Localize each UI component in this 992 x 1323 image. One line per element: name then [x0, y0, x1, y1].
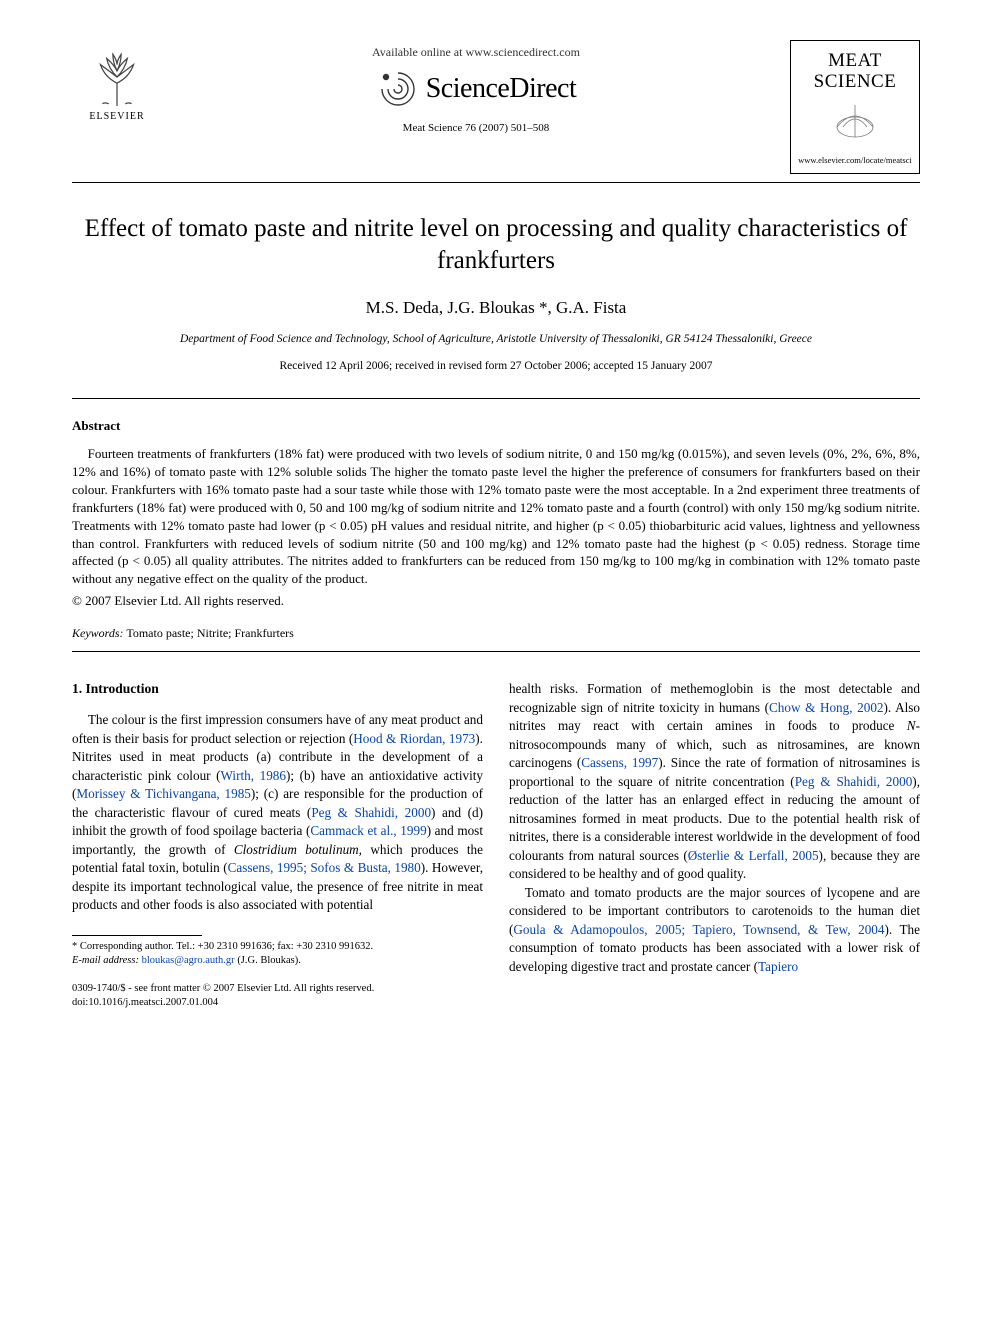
email-label: E-mail address:	[72, 955, 139, 966]
citation-link[interactable]: Cassens, 1995; Sofos & Busta, 1980	[228, 860, 421, 875]
citation-link[interactable]: Østerlie & Lerfall, 2005	[688, 848, 819, 863]
citation-link[interactable]: Wirth, 1986	[221, 768, 286, 783]
journal-name: MEAT SCIENCE	[797, 51, 913, 93]
footnote-rule	[72, 935, 202, 936]
corresponding-author-footnote: * Corresponding author. Tel.: +30 2310 9…	[72, 940, 483, 968]
citation-link[interactable]: Peg & Shahidi, 2000	[311, 805, 431, 820]
journal-name-line2: SCIENCE	[814, 71, 897, 92]
front-matter-line: 0309-1740/$ - see front matter © 2007 El…	[72, 982, 483, 996]
center-header: Available online at www.sciencedirect.co…	[162, 40, 790, 136]
citation-link[interactable]: Goula & Adamopoulos, 2005; Tapiero, Town…	[513, 922, 884, 937]
header-rule	[72, 182, 920, 183]
abstract-body: Fourteen treatments of frankfurters (18%…	[72, 445, 920, 589]
citation-link[interactable]: Hood & Riordan, 1973	[353, 731, 475, 746]
body-columns: 1. Introduction The colour is the first …	[72, 680, 920, 1010]
corr-email-line: E-mail address: bloukas@agro.auth.gr (J.…	[72, 954, 483, 968]
abstract-bottom-rule	[72, 651, 920, 652]
intro-paragraph-2: Tomato and tomato products are the major…	[509, 884, 920, 976]
intro-heading: 1. Introduction	[72, 680, 483, 699]
available-online-text: Available online at www.sciencedirect.co…	[162, 44, 790, 61]
authors: M.S. Deda, J.G. Bloukas *, G.A. Fista	[72, 296, 920, 320]
intro-paragraph-1: The colour is the first impression consu…	[72, 711, 483, 914]
left-column: 1. Introduction The colour is the first …	[72, 680, 483, 1010]
doi-line: doi:10.1016/j.meatsci.2007.01.004	[72, 996, 483, 1010]
citation-link[interactable]: Peg & Shahidi, 2000	[795, 774, 913, 789]
publisher-logo-block: ELSEVIER	[72, 40, 162, 124]
corr-author-line: * Corresponding author. Tel.: +30 2310 9…	[72, 940, 483, 954]
journal-cover-art-icon	[825, 97, 885, 145]
abstract-top-rule	[72, 398, 920, 399]
intro-paragraph-1-cont: health risks. Formation of methemoglobin…	[509, 680, 920, 883]
right-column: health risks. Formation of methemoglobin…	[509, 680, 920, 1010]
citation-link[interactable]: Chow & Hong, 2002	[769, 700, 884, 715]
email-who: (J.G. Bloukas).	[237, 955, 301, 966]
sciencedirect-logo: ScienceDirect	[162, 67, 790, 111]
elsevier-tree-icon	[86, 46, 148, 108]
doi-block: 0309-1740/$ - see front matter © 2007 El…	[72, 982, 483, 1010]
citation-link[interactable]: Cassens, 1997	[581, 755, 658, 770]
italic-term: N	[907, 718, 916, 733]
citation-link[interactable]: Tapiero	[758, 959, 798, 974]
keywords-line: Keywords: Tomato paste; Nitrite; Frankfu…	[72, 625, 920, 642]
abstract-heading: Abstract	[72, 417, 920, 435]
citation-link[interactable]: Morissey & Tichivangana, 1985	[76, 786, 251, 801]
sciencedirect-swirl-icon	[376, 67, 420, 111]
journal-citation: Meat Science 76 (2007) 501–508	[162, 121, 790, 136]
italic-term: Clostridium botulinum,	[234, 842, 362, 857]
journal-name-line1: MEAT	[828, 50, 882, 71]
keywords-label: Keywords:	[72, 626, 124, 640]
article-dates: Received 12 April 2006; received in revi…	[72, 358, 920, 374]
abstract-text: Fourteen treatments of frankfurters (18%…	[72, 445, 920, 589]
citation-link[interactable]: Cammack et al., 1999	[310, 823, 426, 838]
affiliation: Department of Food Science and Technolog…	[72, 331, 920, 347]
journal-url: www.elsevier.com/locate/meatsci	[797, 155, 913, 167]
page-header: ELSEVIER Available online at www.science…	[72, 40, 920, 174]
sciencedirect-wordmark: ScienceDirect	[426, 69, 577, 108]
email-link[interactable]: bloukas@agro.auth.gr	[142, 955, 235, 966]
keywords-text: Tomato paste; Nitrite; Frankfurters	[126, 626, 293, 640]
publisher-label: ELSEVIER	[89, 110, 144, 124]
journal-cover-box: MEAT SCIENCE www.elsevier.com/locate/mea…	[790, 40, 920, 174]
abstract-copyright: © 2007 Elsevier Ltd. All rights reserved…	[72, 592, 920, 610]
article-title: Effect of tomato paste and nitrite level…	[72, 213, 920, 278]
